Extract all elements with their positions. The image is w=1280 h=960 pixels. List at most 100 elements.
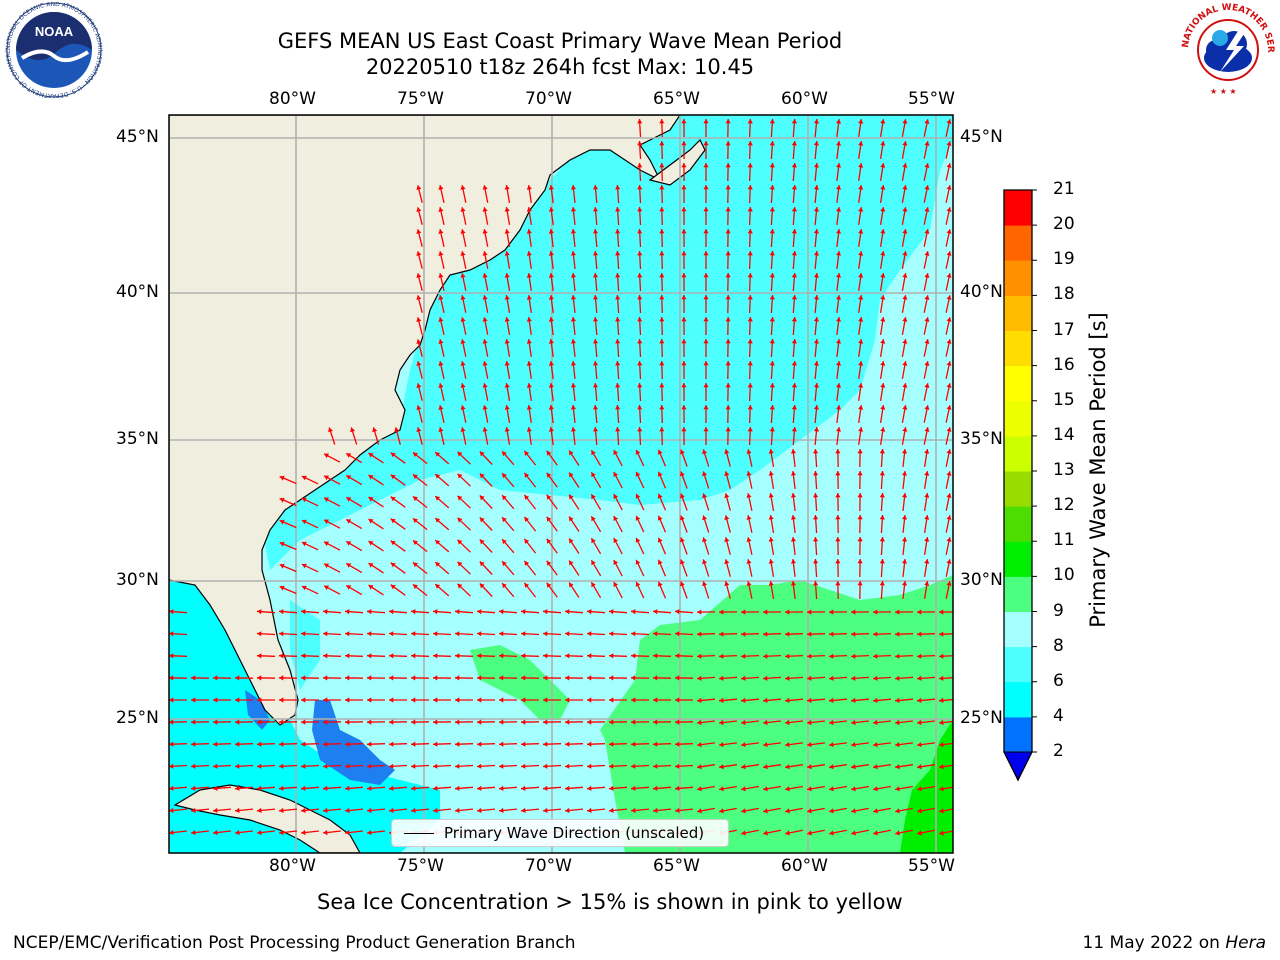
wave-arrow-head	[902, 273, 908, 278]
wave-arrow-head	[411, 785, 416, 791]
wave-arrow-head	[902, 537, 908, 542]
wave-arrow-head	[438, 295, 444, 300]
wave-arrow-head	[524, 494, 530, 500]
wave-arrow-head	[565, 807, 570, 813]
wave-arrow-head	[659, 339, 665, 344]
svg-text:★ ★ ★: ★ ★ ★	[1210, 87, 1237, 96]
wave-arrow-head	[569, 450, 574, 456]
wave-arrow-head	[609, 719, 614, 725]
wave-arrow-head	[703, 185, 709, 190]
wave-arrow-head	[587, 741, 592, 747]
colorbar	[1003, 189, 1037, 782]
wave-arrow-head	[570, 339, 576, 344]
wave-arrow-head	[857, 449, 863, 454]
wave-arrow-head	[902, 405, 908, 410]
wave-arrow-head	[681, 185, 687, 190]
wave-arrow-head	[741, 631, 746, 637]
wave-arrow-head	[946, 119, 952, 124]
wave-arrow-head	[813, 229, 819, 234]
wave-arrow-head	[902, 229, 908, 234]
colorbar-segment	[1004, 611, 1032, 648]
wave-arrow-head	[946, 141, 952, 146]
wave-arrow-head	[747, 295, 753, 300]
wave-arrow-head	[324, 475, 329, 481]
wave-arrow-head	[477, 675, 482, 681]
wave-arrow-head	[546, 494, 552, 500]
wave-arrow-head	[681, 317, 687, 322]
wave-arrow-head	[858, 163, 864, 168]
wave-arrow-head	[719, 675, 724, 681]
wave-arrow-head	[548, 251, 554, 256]
wave-arrow-head	[680, 449, 685, 455]
wave-arrow-head	[681, 405, 687, 410]
wave-arrow-head	[697, 653, 702, 659]
wave-arrow-head	[457, 451, 463, 457]
wave-arrow-head	[741, 609, 746, 615]
wave-arrow-head	[763, 808, 768, 814]
wave-arrow-head	[785, 697, 790, 703]
wave-arrow-head	[880, 339, 886, 344]
wave-arrow-head	[591, 494, 596, 500]
wave-arrow-head	[675, 631, 680, 637]
wave-arrow-head	[829, 631, 834, 637]
wave-arrow-head	[257, 719, 262, 725]
wave-arrow-head	[858, 251, 864, 256]
wave-arrow-head	[521, 697, 526, 703]
wave-arrow-head	[521, 785, 526, 791]
wave-arrow-head	[569, 560, 574, 566]
wave-arrow-head	[438, 185, 444, 190]
wave-arrow-head	[851, 742, 856, 748]
wave-arrow-head	[570, 273, 576, 278]
wave-arrow-head	[880, 273, 886, 278]
wave-arrow-head	[499, 653, 504, 659]
wave-arrow-head	[368, 497, 374, 502]
wave-arrow-head	[570, 405, 576, 410]
wave-arrow-head	[482, 317, 488, 322]
wave-arrow-head	[791, 273, 797, 278]
wave-arrow-head	[548, 185, 554, 190]
wave-arrow-head	[697, 808, 702, 814]
wave-arrow-head	[768, 581, 774, 586]
wave-arrow-head	[368, 453, 374, 458]
period-9-10-patch	[470, 645, 570, 720]
wave-arrow-head	[416, 229, 422, 234]
wave-arrow-head	[939, 719, 944, 726]
wave-arrow-head	[455, 807, 460, 813]
wave-arrow-head	[324, 497, 329, 503]
colorbar-tick-label: 10	[1053, 565, 1075, 586]
wave-arrow-head	[504, 427, 510, 432]
wave-arrow-head	[546, 472, 552, 478]
wave-arrow-head	[835, 449, 841, 454]
wave-arrow-head	[724, 581, 730, 587]
wave-arrow-head	[769, 185, 775, 190]
wave-arrow-head	[526, 339, 532, 344]
wave-arrow-head	[917, 697, 922, 703]
lon-label-bottom: 60°W	[781, 856, 828, 876]
wave-arrow-head	[631, 741, 636, 747]
wave-arrow-head	[504, 405, 510, 410]
wave-arrow-head	[769, 163, 775, 168]
wave-arrow-head	[924, 581, 930, 586]
wave-arrow-head	[924, 229, 930, 234]
wave-arrow-head	[411, 609, 416, 615]
wave-arrow-head	[746, 537, 752, 542]
wave-arrow-head	[191, 807, 196, 813]
wave-arrow-head	[438, 339, 444, 344]
wave-arrow-head	[768, 471, 774, 476]
wave-arrow-head	[813, 317, 819, 322]
wave-arrow-head	[345, 697, 350, 703]
wave-arrow-head	[857, 581, 863, 586]
wave-arrow-head	[345, 830, 350, 836]
wave-arrow-head	[653, 763, 658, 769]
wave-arrow-head	[279, 631, 284, 637]
wave-arrow-head	[939, 631, 944, 637]
wave-arrow-head	[546, 582, 552, 588]
wave-arrow-head	[746, 493, 752, 498]
wave-arrow-head	[719, 609, 724, 615]
wave-arrow-head	[323, 785, 328, 791]
wave-arrow-head	[675, 807, 680, 813]
wave-arrow-head	[813, 273, 819, 278]
wave-arrow-head	[587, 697, 592, 703]
wave-arrow-head	[416, 339, 422, 344]
map-subtitle: 20220510 t18z 264h fcst Max: 10.45	[365, 55, 755, 79]
